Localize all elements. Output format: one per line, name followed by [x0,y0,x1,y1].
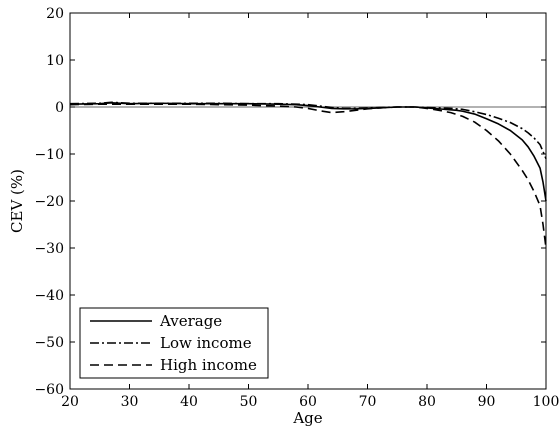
y-tick-label: −20 [34,194,64,210]
y-tick-label: −30 [34,241,64,257]
series-line-average [69,101,547,202]
y-axis-label: CEV (%) [8,169,26,233]
legend-label: High income [160,356,257,374]
x-axis-label: Age [292,409,322,427]
y-tick-label: −40 [34,288,64,304]
legend: Average Low income High income [79,307,269,379]
y-tick-label: 20 [46,6,64,22]
x-tick-label: 20 [61,394,79,410]
x-tick-label: 40 [180,394,198,410]
x-tick-label: 50 [240,394,258,410]
ticks-layer: 20 30 40 50 60 70 80 90 10020100−10−20−30−40−50−… [34,6,559,410]
y-tick-label: −60 [34,382,64,398]
x-tick-label: 30 [121,394,139,410]
x-tick-label: 70 [359,394,377,410]
x-tick-label: 80 [418,394,436,410]
series-layer [69,101,547,249]
legend-label: Average [159,312,222,330]
y-tick-label: 0 [55,100,64,116]
legend-label: Low income [160,334,252,352]
y-tick-label: −10 [34,147,64,163]
x-tick-label: 90 [478,394,496,410]
series-line-low-income [69,101,547,160]
series-line-high-income [69,103,547,249]
x-tick-label: 100 [533,394,560,410]
legend-box [79,307,269,379]
x-tick-label: 60 [299,394,317,410]
y-tick-label: −50 [34,335,64,351]
y-tick-label: 10 [46,53,64,69]
